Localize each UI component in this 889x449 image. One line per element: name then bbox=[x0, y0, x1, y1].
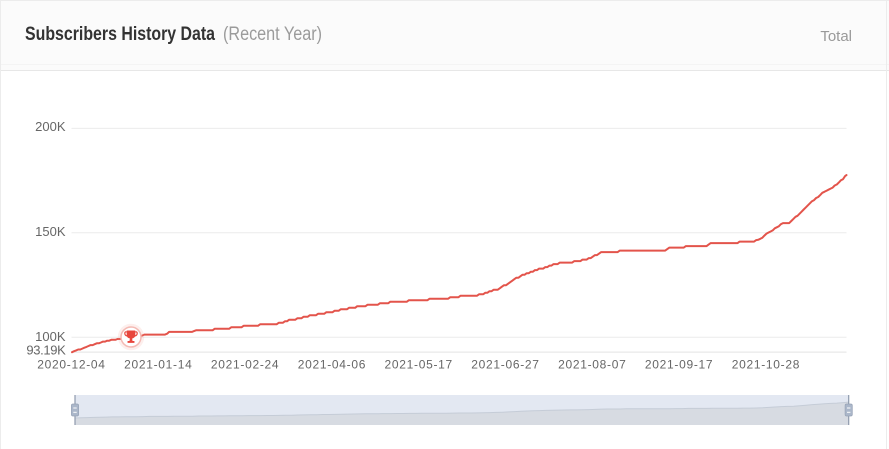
svg-text:2021-02-24: 2021-02-24 bbox=[211, 358, 279, 372]
svg-text:2021-05-17: 2021-05-17 bbox=[385, 358, 453, 372]
svg-text:2020-12-04: 2020-12-04 bbox=[37, 358, 105, 372]
svg-text:2021-09-17: 2021-09-17 bbox=[645, 358, 713, 372]
svg-text:100K: 100K bbox=[35, 329, 66, 344]
svg-text:200K: 200K bbox=[35, 119, 66, 134]
svg-text:2021-06-27: 2021-06-27 bbox=[471, 358, 539, 372]
svg-text:93.19K: 93.19K bbox=[26, 343, 66, 358]
svg-text:2021-08-07: 2021-08-07 bbox=[558, 358, 626, 372]
svg-text:2021-10-28: 2021-10-28 bbox=[732, 358, 800, 372]
svg-text:2021-04-06: 2021-04-06 bbox=[298, 358, 366, 372]
svg-text:150K: 150K bbox=[35, 224, 66, 239]
svg-text:2021-01-14: 2021-01-14 bbox=[124, 358, 192, 372]
